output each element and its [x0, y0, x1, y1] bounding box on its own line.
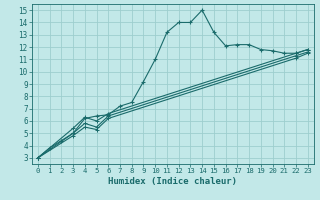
- X-axis label: Humidex (Indice chaleur): Humidex (Indice chaleur): [108, 177, 237, 186]
